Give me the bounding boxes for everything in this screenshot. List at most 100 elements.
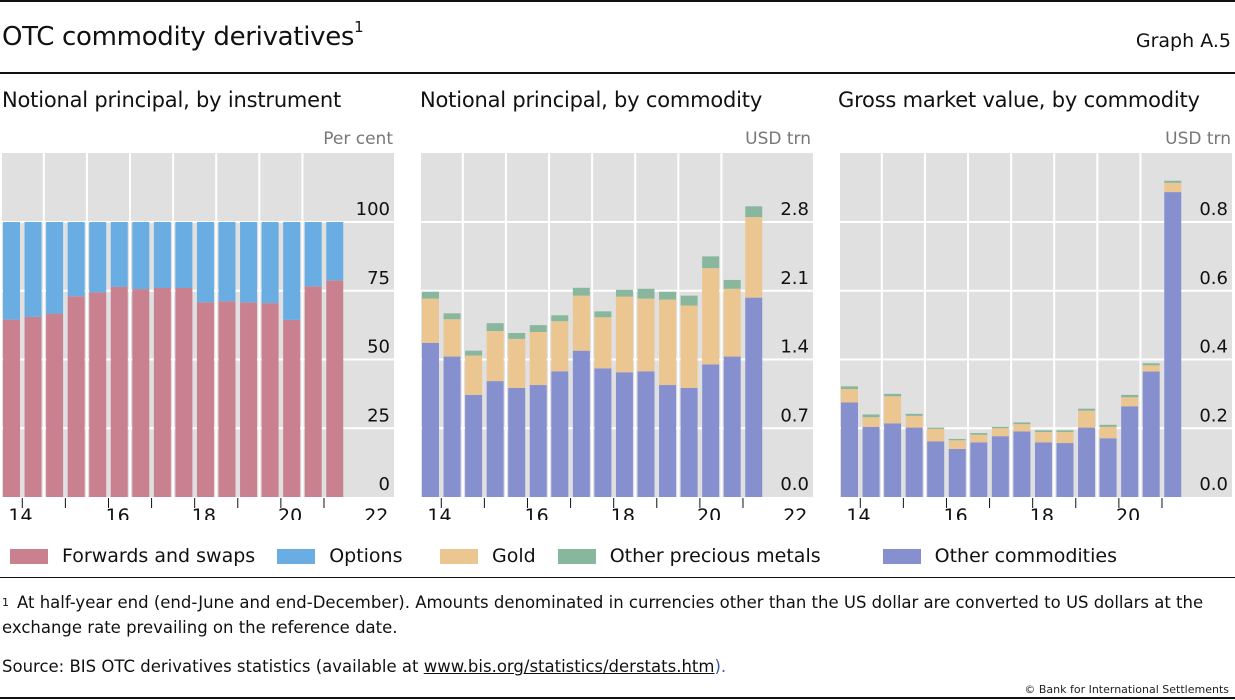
bar-options xyxy=(3,222,20,320)
y-tick-label: 0.0 xyxy=(1199,474,1228,495)
footnote-mark: 1 xyxy=(2,596,9,609)
bar-gold xyxy=(1099,426,1117,439)
bar-other-commodities xyxy=(659,385,677,497)
bar-other-commodities xyxy=(991,436,1009,497)
bottom-rule xyxy=(0,697,1235,699)
bar-gold xyxy=(443,319,461,357)
y-tick-label: 0 xyxy=(379,474,390,495)
bar-options xyxy=(240,222,258,303)
y-tick-label: 2.8 xyxy=(780,199,809,220)
bar-gold xyxy=(529,332,547,386)
bar-forwards-swaps xyxy=(175,288,193,497)
legend-item-other-commodities: Other commodities xyxy=(882,545,1117,567)
y-tick-label: 0.0 xyxy=(780,474,809,495)
x-tick-label: 20 xyxy=(1116,505,1140,520)
source-suffix: ). xyxy=(714,657,727,676)
x-tick-label: 16 xyxy=(106,505,130,520)
bar-other-commodities xyxy=(745,297,763,497)
bar-gold xyxy=(422,298,439,343)
legend-item-gold: Gold xyxy=(440,545,536,567)
bar-gold xyxy=(465,355,483,395)
bar-gold xyxy=(508,338,526,388)
x-tick-label: 14 xyxy=(427,505,451,520)
bar-gold xyxy=(970,434,988,443)
y-tick-label: 100 xyxy=(356,199,390,220)
bar-other-commodities xyxy=(1142,371,1160,497)
chart-gross-market-value: 0.0 0.2 0.4 0.6 0.8 14 16 18 20 xyxy=(840,153,1232,520)
footnote: 1 At half-year end (end-June and end-Dece… xyxy=(2,590,1234,640)
bar-forwards-swaps xyxy=(240,302,258,497)
legend-label-options: Options xyxy=(329,545,403,567)
bar-other-precious-metals xyxy=(1078,408,1096,411)
bar-gold xyxy=(702,268,720,365)
bar-gold xyxy=(659,299,677,386)
x-tick-label: 14 xyxy=(846,505,870,520)
legend-label-other-precious-metals: Other precious metals xyxy=(609,545,821,567)
bar-forwards-swaps xyxy=(196,302,214,497)
bar-gold xyxy=(572,295,590,351)
bar-other-commodities xyxy=(1099,438,1117,497)
copyright: © Bank for International Settlements xyxy=(1024,683,1229,696)
bar-forwards-swaps xyxy=(24,316,42,497)
bar-options xyxy=(153,222,171,288)
y-tick-label: 0.4 xyxy=(1199,337,1228,358)
bar-forwards-swaps xyxy=(304,286,322,497)
source-link[interactable]: www.bis.org/statistics/derstats.htm xyxy=(423,657,715,676)
panel-title-gross-market-value: Gross market value, by commodity xyxy=(838,88,1200,112)
y-tick-label: 1.4 xyxy=(780,337,809,358)
legend-label-forwards-swaps: Forwards and swaps xyxy=(62,545,256,567)
bar-gold xyxy=(723,288,741,357)
unit-label-notional-commodity: USD trn xyxy=(745,129,811,149)
bar-gold xyxy=(948,440,966,449)
bar-forwards-swaps xyxy=(261,303,279,497)
bar-forwards-swaps xyxy=(153,288,171,497)
unit-label-instrument: Per cent xyxy=(323,129,393,149)
bar-other-precious-metals xyxy=(1121,394,1139,398)
bar-other-precious-metals xyxy=(508,332,526,339)
bar-other-precious-metals xyxy=(862,414,880,418)
bar-gold xyxy=(884,396,902,424)
y-tick-label: 0.8 xyxy=(1199,199,1228,220)
bar-forwards-swaps xyxy=(67,296,85,497)
legend-rule xyxy=(0,577,1235,578)
bar-other-commodities xyxy=(927,441,945,497)
x-tick-label: 14 xyxy=(8,505,32,520)
x-tick-label: 22 xyxy=(364,505,388,520)
x-tick-label: 22 xyxy=(783,505,807,520)
bar-other-commodities xyxy=(948,448,966,497)
x-tick-label: 16 xyxy=(944,505,968,520)
graph-id: Graph A.5 xyxy=(1135,30,1231,52)
bar-other-commodities xyxy=(862,426,880,497)
bar-other-precious-metals xyxy=(615,289,633,297)
bar-other-precious-metals xyxy=(970,433,988,435)
bar-gold xyxy=(991,428,1009,437)
y-tick-label: 0.6 xyxy=(1199,268,1228,289)
swatch-forwards-swaps xyxy=(10,548,48,564)
y-tick-label: 25 xyxy=(367,405,390,426)
bar-gold xyxy=(841,389,858,403)
unit-label-gross-market-value: USD trn xyxy=(1165,129,1231,149)
bar-gold xyxy=(905,415,923,428)
chart-notional-commodity: 0.0 0.7 1.4 2.1 2.8 14 16 18 20 22 xyxy=(421,153,813,520)
bar-gold xyxy=(1078,410,1096,428)
bar-gold xyxy=(927,428,945,442)
source-prefix: Source: BIS OTC derivatives statistics (… xyxy=(2,657,424,676)
bar-other-precious-metals xyxy=(637,288,655,299)
bar-other-precious-metals xyxy=(465,350,483,356)
bar-other-precious-metals xyxy=(948,438,966,441)
bar-options xyxy=(110,222,128,287)
bar-other-precious-metals xyxy=(1099,424,1117,427)
bar-other-precious-metals xyxy=(991,426,1009,429)
bar-other-commodities xyxy=(723,356,741,497)
bar-other-commodities xyxy=(1056,443,1074,497)
bar-options xyxy=(175,222,193,288)
bar-forwards-swaps xyxy=(3,319,20,497)
bar-other-commodities xyxy=(1034,442,1052,497)
y-tick-label: 75 xyxy=(367,268,390,289)
x-tick-label: 16 xyxy=(525,505,549,520)
bar-other-commodities xyxy=(508,387,526,497)
bar-other-precious-metals xyxy=(884,393,902,397)
legend-label-other-commodities: Other commodities xyxy=(934,545,1117,567)
bar-options xyxy=(67,222,85,297)
legend-label-gold: Gold xyxy=(492,545,536,567)
